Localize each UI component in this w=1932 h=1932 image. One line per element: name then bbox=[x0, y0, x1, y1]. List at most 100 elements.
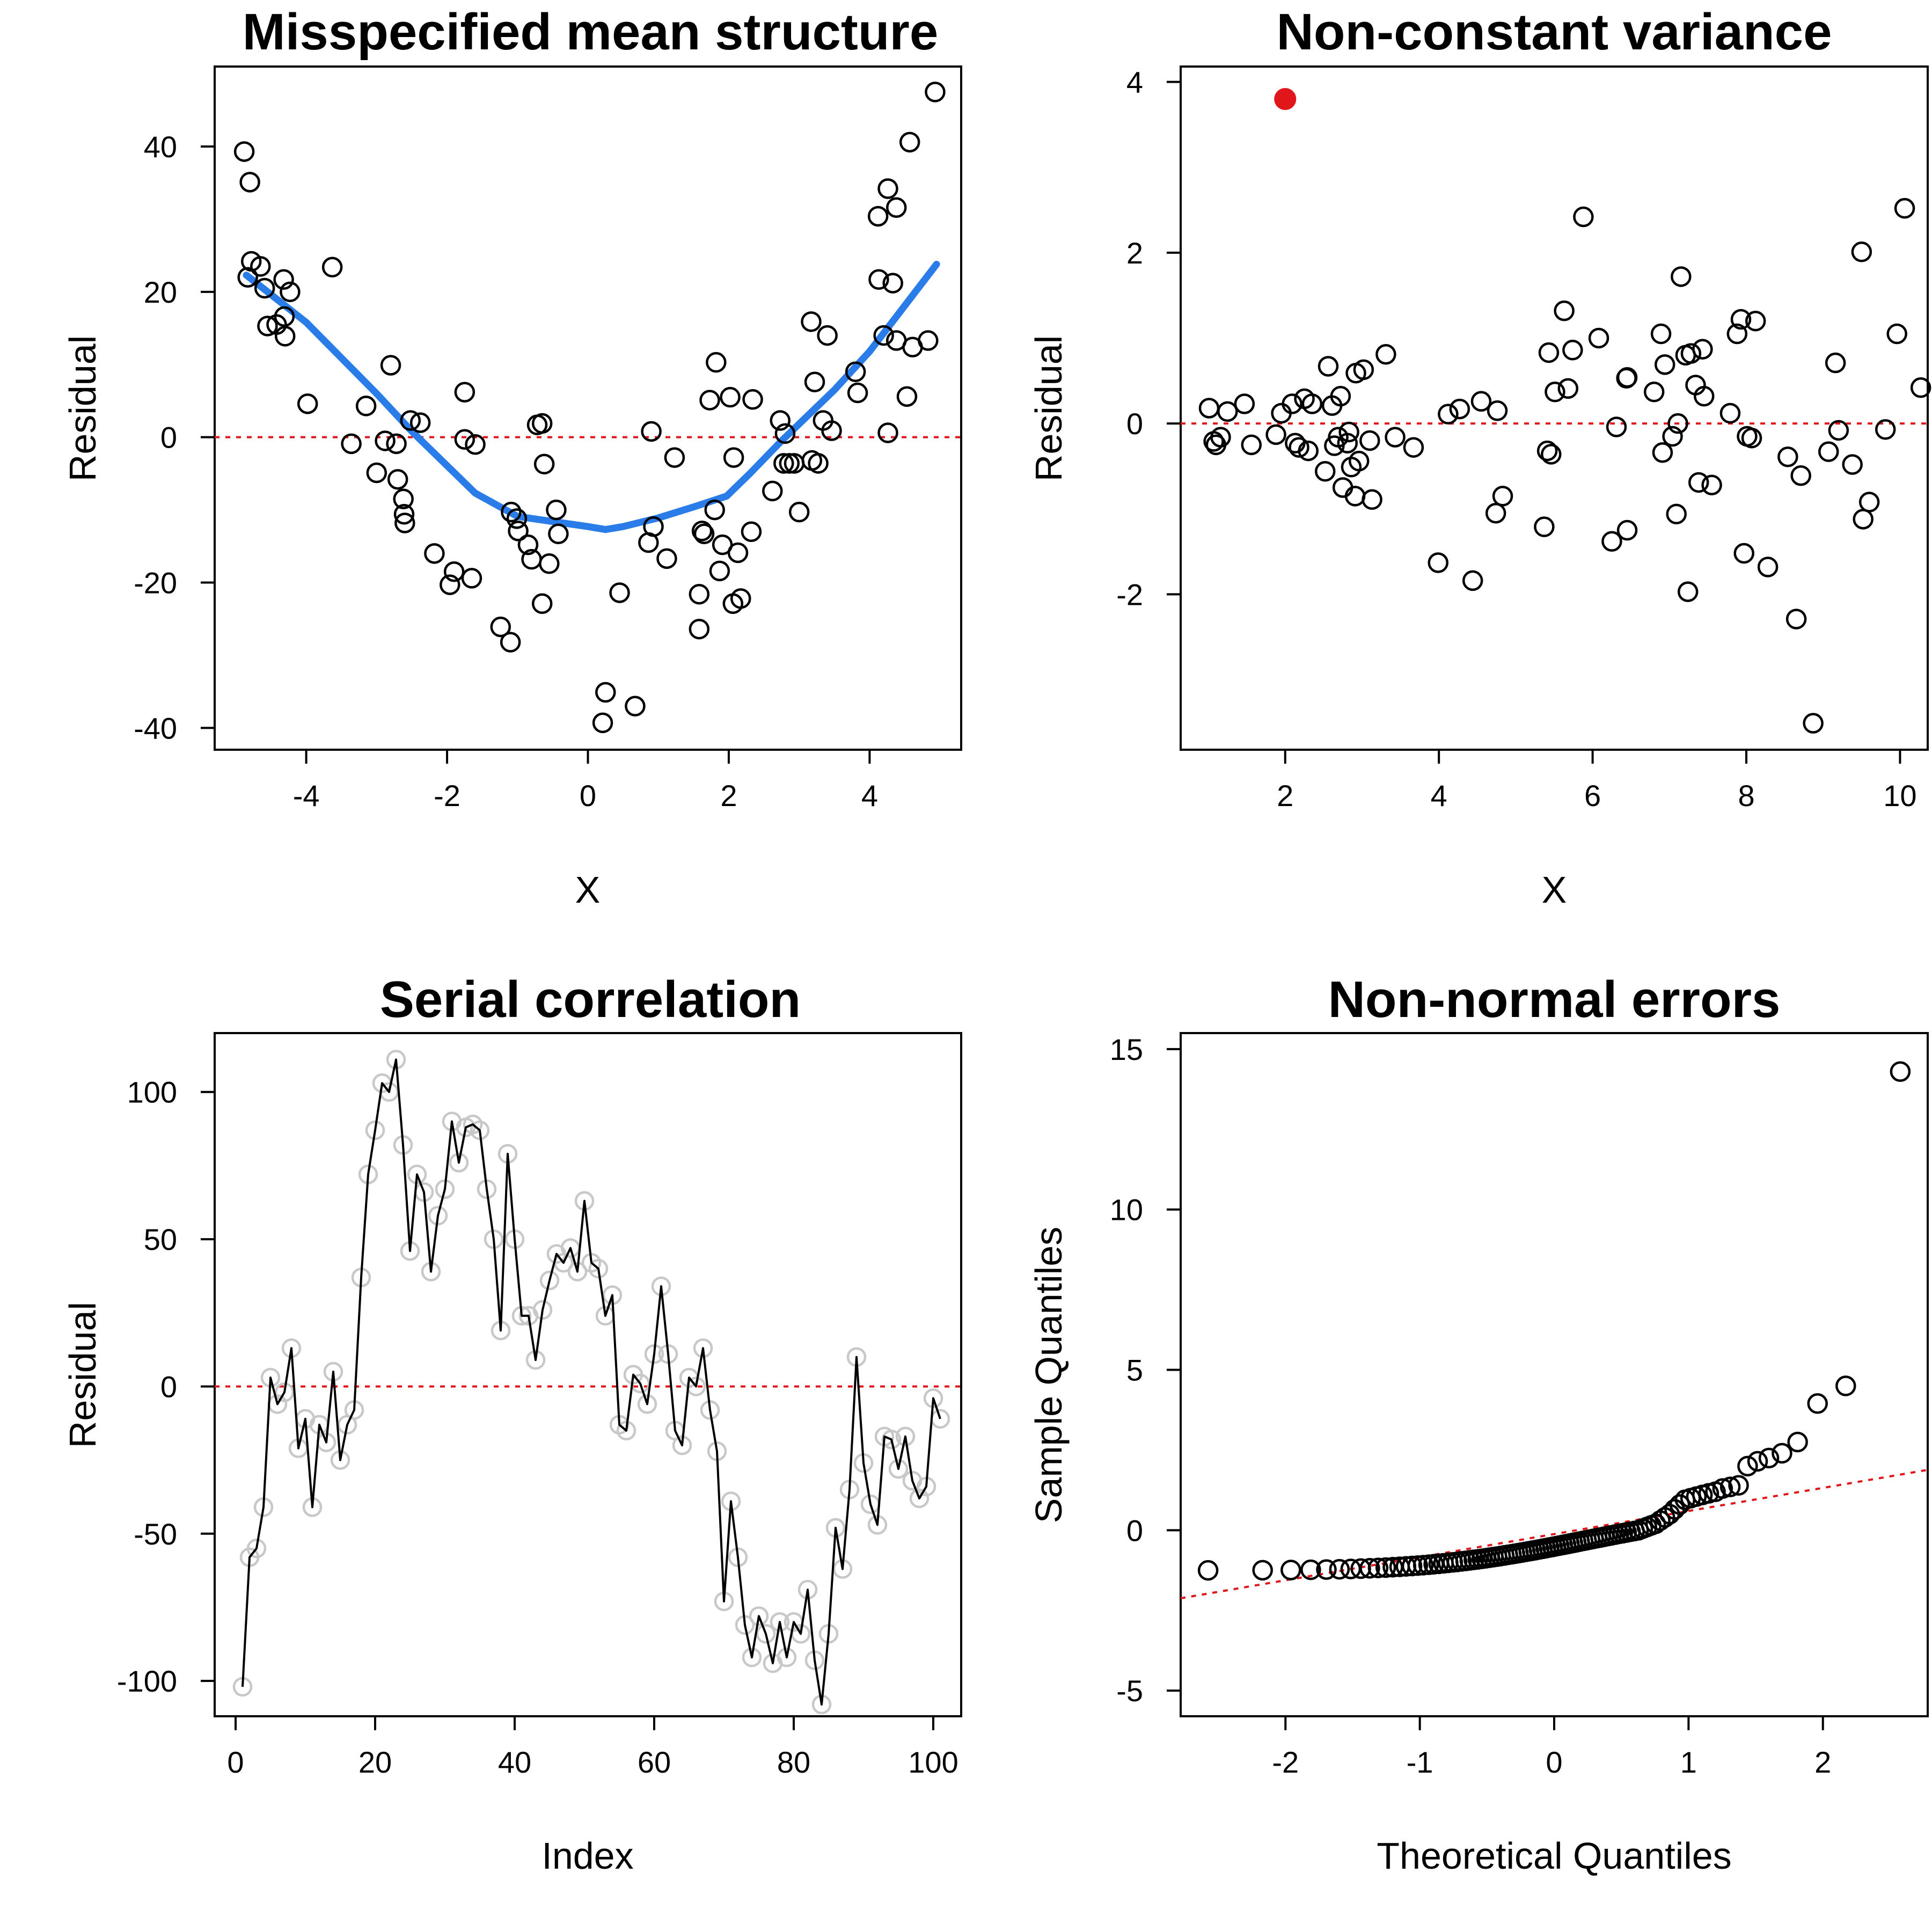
data-point bbox=[773, 453, 794, 474]
data-point bbox=[1330, 385, 1351, 407]
data-point bbox=[762, 480, 783, 502]
data-point bbox=[801, 311, 822, 332]
data-point bbox=[465, 434, 486, 455]
y-tick-label: -50 bbox=[134, 1517, 177, 1551]
yticks-mean: -40 -20 0 20 40 bbox=[134, 130, 215, 745]
y-tick-label: 40 bbox=[144, 130, 177, 164]
data-point bbox=[393, 503, 415, 525]
data-point bbox=[609, 582, 630, 603]
data-point bbox=[1385, 427, 1406, 448]
data-point bbox=[461, 568, 482, 589]
y-tick-label: -100 bbox=[117, 1664, 177, 1698]
reference-line bbox=[1180, 1468, 1928, 1600]
data-point bbox=[409, 412, 431, 433]
data-point bbox=[1314, 461, 1336, 482]
data-point bbox=[706, 352, 727, 373]
data-point bbox=[1428, 552, 1449, 573]
data-point bbox=[443, 561, 465, 582]
data-point bbox=[1728, 1475, 1749, 1496]
data-point bbox=[1694, 385, 1715, 407]
data-point bbox=[1886, 323, 1907, 345]
data-point bbox=[1541, 444, 1562, 465]
data-point bbox=[1741, 427, 1762, 449]
data-point bbox=[881, 1429, 902, 1450]
plot-frame-serial bbox=[214, 1032, 962, 1717]
panel-variance: Non-constant variance 2 4 6 8 10 -2 0 2 4 X Res… bbox=[1028, 3, 1931, 911]
data-point bbox=[727, 542, 749, 564]
y-tick-label: 100 bbox=[127, 1075, 177, 1109]
points-qq bbox=[1197, 1061, 1911, 1581]
data-point bbox=[1747, 1451, 1768, 1472]
data-point bbox=[918, 330, 939, 351]
data-point bbox=[546, 499, 567, 521]
data-point bbox=[643, 516, 664, 537]
data-point bbox=[1536, 440, 1558, 462]
y-tick-label: -5 bbox=[1116, 1674, 1143, 1708]
highlight-point bbox=[1274, 87, 1297, 110]
data-point bbox=[664, 447, 685, 468]
x-tick-label: 80 bbox=[777, 1745, 810, 1779]
x-tick-label: 2 bbox=[1814, 1745, 1831, 1779]
y-tick-label: -40 bbox=[134, 711, 177, 745]
panel-title-qq: Non-normal errors bbox=[1328, 971, 1781, 1028]
data-point bbox=[1894, 197, 1915, 219]
data-point bbox=[689, 618, 710, 640]
data-point bbox=[1234, 393, 1255, 414]
data-point bbox=[888, 1459, 909, 1479]
points-mean bbox=[233, 82, 946, 734]
data-point bbox=[1300, 1559, 1321, 1580]
data-point bbox=[1671, 266, 1692, 287]
data-point bbox=[1375, 344, 1396, 365]
data-point bbox=[1787, 1431, 1808, 1453]
data-point bbox=[1545, 382, 1565, 402]
data-point bbox=[693, 523, 715, 545]
smooth-curve bbox=[243, 260, 940, 533]
data-point bbox=[1487, 400, 1508, 421]
x-tick-label: -4 bbox=[293, 779, 320, 813]
data-point bbox=[1362, 489, 1382, 510]
data-point bbox=[1282, 393, 1302, 414]
data-point bbox=[1557, 378, 1579, 399]
data-point bbox=[691, 521, 713, 541]
ylabel-mean: Residual bbox=[62, 335, 104, 481]
x-tick-label: 100 bbox=[908, 1745, 958, 1779]
data-point bbox=[1745, 310, 1766, 332]
data-point bbox=[517, 534, 539, 555]
data-point bbox=[508, 521, 529, 541]
data-point bbox=[1758, 1447, 1780, 1469]
data-point bbox=[1737, 1455, 1758, 1477]
data-point bbox=[1217, 401, 1238, 422]
xticks-mean: -4 -2 0 2 4 bbox=[293, 750, 878, 813]
y-tick-label: 0 bbox=[160, 421, 177, 455]
data-point bbox=[1835, 1375, 1856, 1396]
data-point bbox=[355, 396, 377, 416]
data-point bbox=[321, 257, 343, 278]
x-tick-label: -2 bbox=[434, 779, 460, 813]
x-tick-label: 0 bbox=[580, 779, 596, 813]
data-point bbox=[847, 382, 868, 404]
ylabel-qq: Sample Quantiles bbox=[1028, 1227, 1070, 1524]
data-point bbox=[845, 361, 866, 383]
data-point bbox=[531, 413, 553, 434]
data-point bbox=[1616, 519, 1638, 541]
data-point bbox=[449, 1153, 469, 1173]
data-point bbox=[454, 382, 475, 402]
data-point bbox=[1785, 609, 1807, 630]
data-point bbox=[720, 386, 741, 408]
data-point bbox=[779, 453, 800, 474]
data-point bbox=[1562, 340, 1583, 361]
y-tick-label: 15 bbox=[1110, 1033, 1143, 1066]
data-point bbox=[1726, 323, 1748, 345]
data-point bbox=[1348, 450, 1370, 472]
data-point bbox=[637, 1394, 657, 1414]
data-point bbox=[1197, 1560, 1219, 1581]
yticks-serial: -100 -50 0 50 100 bbox=[117, 1075, 215, 1698]
x-tick-label: 40 bbox=[498, 1745, 531, 1779]
data-point bbox=[1573, 206, 1594, 228]
data-point bbox=[770, 1612, 790, 1632]
y-tick-label: 50 bbox=[144, 1223, 177, 1256]
refline-qq bbox=[1180, 1468, 1928, 1600]
data-point bbox=[1910, 377, 1931, 398]
data-point bbox=[896, 386, 918, 407]
data-point bbox=[1353, 359, 1374, 380]
